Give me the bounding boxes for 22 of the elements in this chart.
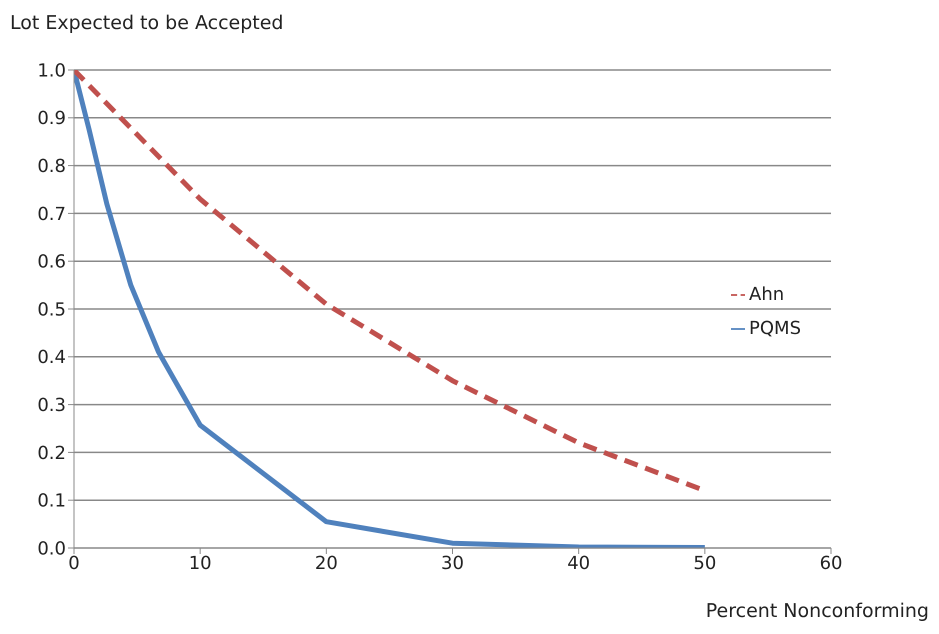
x-tick-label: 30 [441,552,464,574]
y-tick-label: 0.0 [37,538,66,560]
y-axis-title: Lot Expected to be Accepted [10,12,284,34]
x-tick-label: 50 [693,552,716,574]
y-tick-label: 0.7 [37,204,66,225]
x-axis-title: Percent Nonconforming [706,600,929,622]
y-tick-label: 0.2 [37,442,66,464]
y-tick-label: 0.4 [37,347,66,368]
y-tick-label: 0.1 [37,490,66,512]
y-tick-label: 0.5 [37,299,66,320]
y-tick-label: 0.8 [37,156,66,177]
y-tick-label: 1.0 [37,60,66,82]
x-tick-label: 40 [567,552,590,574]
y-tick-label: 0.6 [37,252,66,273]
x-tick-label: 60 [820,552,842,574]
y-tick-label: 0.3 [37,394,66,416]
x-tick-label: 20 [314,552,338,574]
legend-label: PQMS [749,318,801,339]
x-tick-label: 10 [188,552,212,574]
y-tick-label: 0.9 [37,108,66,130]
legend-label: Ahn [749,284,784,305]
x-tick-label: 0 [68,552,80,574]
